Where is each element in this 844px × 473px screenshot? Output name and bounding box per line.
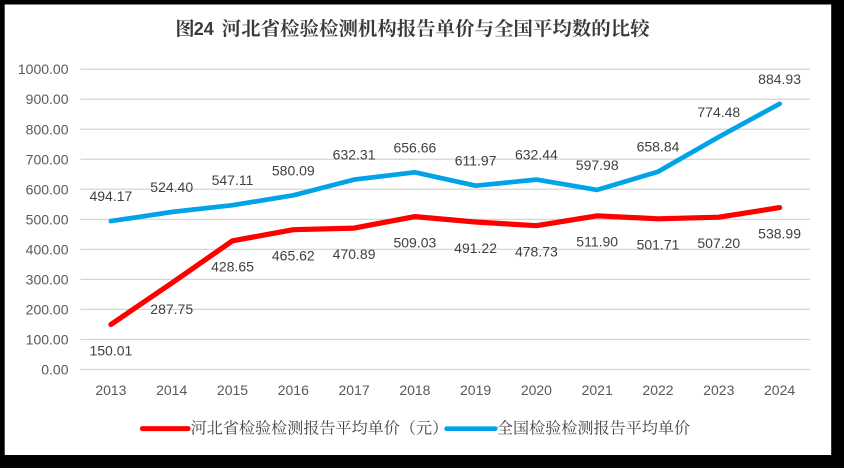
svg-text:800.00: 800.00 bbox=[26, 121, 69, 137]
svg-text:900.00: 900.00 bbox=[26, 91, 69, 107]
svg-text:494.17: 494.17 bbox=[89, 188, 132, 204]
svg-text:632.44: 632.44 bbox=[515, 147, 558, 163]
svg-text:507.20: 507.20 bbox=[697, 235, 740, 251]
svg-text:2022: 2022 bbox=[642, 382, 673, 398]
svg-text:100.00: 100.00 bbox=[26, 332, 69, 348]
svg-text:611.97: 611.97 bbox=[455, 153, 497, 169]
svg-text:2021: 2021 bbox=[582, 382, 613, 398]
svg-text:470.89: 470.89 bbox=[333, 246, 376, 262]
svg-text:0.00: 0.00 bbox=[41, 362, 68, 378]
svg-text:2016: 2016 bbox=[278, 382, 309, 398]
svg-text:2020: 2020 bbox=[521, 382, 552, 398]
svg-text:2014: 2014 bbox=[156, 382, 187, 398]
svg-text:547.11: 547.11 bbox=[212, 172, 254, 188]
svg-text:658.84: 658.84 bbox=[637, 139, 680, 155]
svg-text:287.75: 287.75 bbox=[150, 301, 193, 317]
svg-text:2024: 2024 bbox=[764, 382, 795, 398]
svg-text:774.48: 774.48 bbox=[697, 104, 740, 120]
svg-text:24: 24 bbox=[194, 19, 214, 39]
svg-text:478.73: 478.73 bbox=[515, 244, 558, 260]
svg-text:150.01: 150.01 bbox=[89, 342, 132, 358]
svg-text:580.09: 580.09 bbox=[272, 162, 315, 178]
svg-text:300.00: 300.00 bbox=[26, 271, 69, 287]
svg-text:428.65: 428.65 bbox=[211, 259, 254, 275]
svg-text:491.22: 491.22 bbox=[454, 240, 497, 256]
svg-text:597.98: 597.98 bbox=[576, 157, 619, 173]
svg-text:509.03: 509.03 bbox=[393, 234, 436, 250]
svg-text:2013: 2013 bbox=[95, 382, 126, 398]
svg-text:465.62: 465.62 bbox=[272, 248, 315, 264]
svg-text:524.40: 524.40 bbox=[150, 179, 193, 195]
svg-text:500.00: 500.00 bbox=[26, 211, 69, 227]
svg-text:632.31: 632.31 bbox=[333, 147, 376, 163]
svg-text:656.66: 656.66 bbox=[393, 139, 436, 155]
svg-text:1000.00: 1000.00 bbox=[18, 61, 69, 77]
svg-text:2019: 2019 bbox=[460, 382, 491, 398]
svg-text:2018: 2018 bbox=[399, 382, 430, 398]
svg-text:2015: 2015 bbox=[217, 382, 248, 398]
svg-text:700.00: 700.00 bbox=[26, 151, 69, 167]
svg-text:538.99: 538.99 bbox=[758, 225, 801, 241]
svg-text:2023: 2023 bbox=[703, 382, 734, 398]
svg-text:2017: 2017 bbox=[339, 382, 370, 398]
svg-text:501.71: 501.71 bbox=[637, 237, 680, 253]
svg-text:600.00: 600.00 bbox=[26, 181, 69, 197]
svg-text:511.90: 511.90 bbox=[576, 234, 618, 250]
svg-text:400.00: 400.00 bbox=[26, 241, 69, 257]
svg-text:884.93: 884.93 bbox=[758, 71, 801, 87]
svg-text:200.00: 200.00 bbox=[26, 301, 69, 317]
